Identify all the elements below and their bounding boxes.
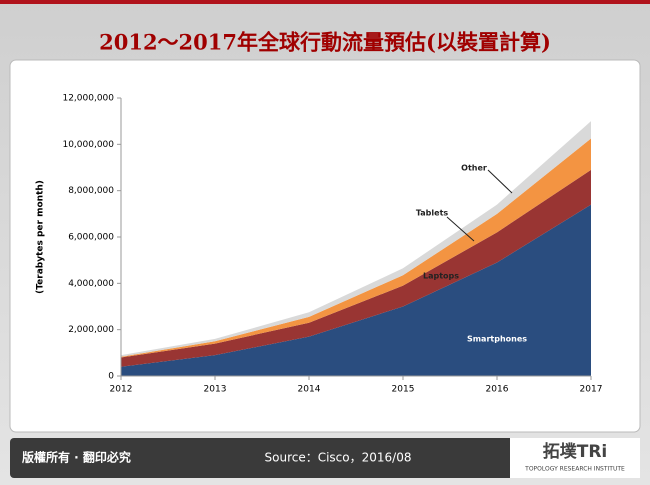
- chart-title: 2012～2017年全球行動流量預估(以裝置計算): [99, 30, 551, 55]
- x-tick-label: 2014: [298, 385, 321, 395]
- copyright: 版權所有 · 翻印必究: [22, 450, 131, 465]
- footer-bar: [10, 438, 640, 478]
- x-tick-label: 2012: [110, 385, 133, 395]
- top-stripe: [0, 0, 650, 4]
- y-tick-label: 4,000,000: [68, 279, 114, 289]
- series-label: Other: [461, 164, 487, 173]
- pointer: [446, 216, 475, 242]
- pointer: [487, 169, 513, 194]
- y-axis-label: (Terabytes per month): [36, 180, 46, 294]
- logo-subtitle: TOPOLOGY RESEARCH INSTITUTE: [524, 466, 625, 473]
- y-tick-label: 12,000,000: [62, 94, 114, 104]
- y-tick-label: 8,000,000: [68, 186, 114, 196]
- series-label: Smartphones: [467, 335, 527, 344]
- y-tick-label: 6,000,000: [68, 233, 114, 243]
- x-tick-label: 2015: [392, 385, 415, 395]
- y-tick-label: 2,000,000: [68, 325, 114, 335]
- series-label: Laptops: [423, 272, 459, 281]
- y-tick-label: 0: [108, 372, 114, 382]
- series-label: Tablets: [416, 209, 449, 218]
- area: [121, 204, 591, 376]
- x-tick-label: 2013: [204, 385, 227, 395]
- source: Source：Cisco，2016/08: [265, 451, 412, 465]
- logo-box: [510, 438, 640, 478]
- y-tick-label: 10,000,000: [62, 140, 114, 150]
- logo-name: 拓墣TRi: [543, 442, 608, 462]
- x-tick-label: 2016: [486, 385, 509, 395]
- x-tick-label: 2017: [580, 385, 603, 395]
